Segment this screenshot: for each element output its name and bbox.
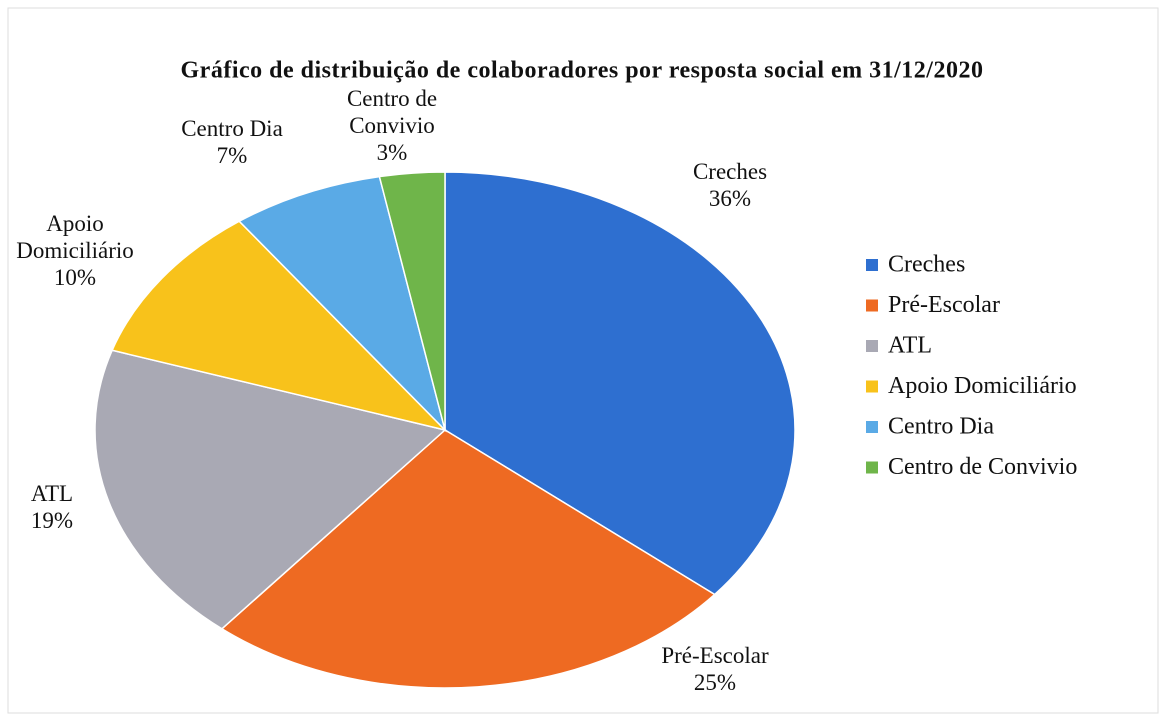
legend-swatch	[866, 340, 878, 352]
data-label-value: 10%	[53, 265, 97, 290]
legend-label: ATL	[888, 333, 932, 359]
legend-label: Apoio Domiciliário	[888, 373, 1077, 399]
pie-slice	[220, 429, 716, 689]
data-label-name: Pré-Escolar	[661, 643, 769, 668]
pie-slice	[111, 220, 448, 432]
data-label-name: Creches	[692, 159, 768, 184]
data-label-box: Apoio Domiciliário 10%	[0, 210, 155, 291]
data-label-box: Centro Dia 7%	[152, 115, 312, 169]
data-label-value: 25%	[693, 670, 737, 695]
data-label-value: 7%	[216, 143, 248, 168]
data-label-box: ATL 19%	[0, 480, 132, 534]
data-label-name: Centro Dia	[181, 116, 283, 141]
data-label-box: Pré-Escolar 25%	[635, 642, 795, 696]
legend-label: Pré-Escolar	[888, 292, 1000, 318]
pie-slice	[444, 171, 796, 596]
chart-title: Gráfico de distribuição de colaboradores…	[181, 58, 984, 84]
legend-label: Centro de Convivio	[888, 454, 1077, 480]
legend-swatch	[866, 259, 878, 271]
frame	[7, 7, 1159, 714]
data-label-box: Creches 36%	[650, 158, 810, 212]
pie-slice	[378, 171, 446, 431]
data-label-name: Apoio Domiciliário	[16, 211, 134, 263]
data-label-value: 19%	[30, 508, 74, 533]
pie-slice	[94, 349, 447, 630]
legend-swatch	[866, 421, 878, 433]
data-label-box: Centro de Convivio 3%	[312, 85, 472, 166]
legend-swatch	[866, 380, 878, 393]
data-label-value: 3%	[376, 140, 408, 165]
pie-slice	[238, 175, 447, 433]
legend-swatch	[866, 299, 878, 312]
legend-label: Creches	[888, 252, 965, 278]
legend-label: Centro Dia	[888, 414, 994, 440]
data-label-value: 36%	[708, 186, 752, 211]
legend-swatch	[866, 461, 878, 474]
data-label-name: Centro de Convivio	[346, 86, 438, 138]
data-label-name: ATL	[30, 481, 74, 506]
